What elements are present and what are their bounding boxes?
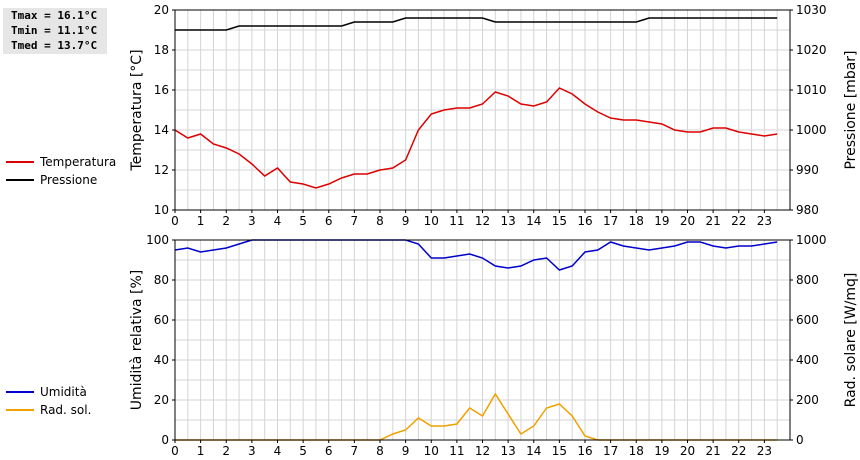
x-tick-label: 7 xyxy=(351,444,359,458)
legend-swatch-pressione xyxy=(6,179,34,181)
x-tick-label: 17 xyxy=(603,214,618,228)
legend-swatch-rad-sol xyxy=(6,409,34,411)
legend-label-umidita: Umidità xyxy=(40,385,87,399)
x-tick-label: 21 xyxy=(705,214,720,228)
y-tick-label-right: 1000 xyxy=(796,123,827,137)
y-tick-label-right: 980 xyxy=(796,203,819,217)
x-tick-label: 7 xyxy=(351,214,359,228)
x-tick-label: 23 xyxy=(757,444,772,458)
x-tick-label: 3 xyxy=(248,214,256,228)
y-tick-label-right: 800 xyxy=(796,273,819,287)
legend-item-umidita: Umidità xyxy=(6,383,87,401)
y-tick-label-right: 1020 xyxy=(796,43,827,57)
x-tick-label: 14 xyxy=(526,444,541,458)
x-tick-label: 2 xyxy=(222,214,230,228)
legend-label-temperatura: Temperatura xyxy=(40,155,117,169)
y-tick-label-left: 20 xyxy=(154,3,169,17)
x-tick-label: 8 xyxy=(376,444,384,458)
x-tick-label: 9 xyxy=(402,214,410,228)
legend-item-temperatura: Temperatura xyxy=(6,153,116,171)
x-tick-label: 13 xyxy=(500,444,515,458)
x-tick-label: 19 xyxy=(654,444,669,458)
x-tick-label: 6 xyxy=(325,444,333,458)
x-tick-label: 3 xyxy=(248,444,256,458)
x-tick-label: 22 xyxy=(731,214,746,228)
x-tick-label: 1 xyxy=(197,444,205,458)
x-tick-label: 9 xyxy=(402,444,410,458)
x-tick-label: 19 xyxy=(654,214,669,228)
y-axis-label-left: Umidità relativa [%] xyxy=(129,270,145,411)
x-tick-label: 1 xyxy=(197,214,205,228)
y-tick-label-left: 16 xyxy=(154,83,169,97)
x-tick-label: 16 xyxy=(577,214,592,228)
stat-tmed: Tmed = 13.7°C xyxy=(11,39,98,52)
x-tick-label: 18 xyxy=(629,214,644,228)
y-tick-label-left: 40 xyxy=(154,353,169,367)
x-tick-label: 17 xyxy=(603,444,618,458)
legend-item-pressione: Pressione xyxy=(6,171,116,189)
x-tick-label: 22 xyxy=(731,444,746,458)
legend-label-rad-sol: Rad. sol. xyxy=(40,403,92,417)
x-tick-label: 10 xyxy=(424,214,439,228)
panel-temperature-pressure: 0 1 2 3 4 5 6 7 8 9 10 11 12 13 14 15 16 17 18 19 20 21 22 2310… xyxy=(129,3,859,228)
x-tick-label: 10 xyxy=(424,444,439,458)
y-axis-label-right: Rad. solare [W/mq] xyxy=(843,273,859,408)
x-tick-label: 11 xyxy=(449,214,464,228)
panel-humidity-radiation: 0 1 2 3 4 5 6 7 8 9 10 11 12 13 14 15 16 17 18 19 20 21 22 2302… xyxy=(129,233,859,458)
y-tick-label-left: 100 xyxy=(146,233,169,247)
x-tick-label: 12 xyxy=(475,214,490,228)
legend-item-rad-sol: Rad. sol. xyxy=(6,401,91,419)
x-tick-label: 4 xyxy=(274,444,282,458)
legend-label-pressione: Pressione xyxy=(40,173,98,187)
stat-tmax: Tmax = 16.1°C xyxy=(11,9,98,22)
y-tick-label-left: 60 xyxy=(154,313,169,327)
y-tick-label-right: 1000 xyxy=(796,233,827,247)
x-tick-label: 20 xyxy=(680,444,695,458)
stats-box: Tmax = 16.1°C Tmin = 11.1°C Tmed = 13.7°… xyxy=(3,8,107,54)
x-tick-label: 16 xyxy=(577,444,592,458)
y-tick-label-left: 80 xyxy=(154,273,169,287)
y-tick-label-left: 12 xyxy=(154,163,169,177)
y-tick-label-right: 0 xyxy=(796,433,804,447)
x-tick-label: 6 xyxy=(325,214,333,228)
x-tick-label: 0 xyxy=(171,444,179,458)
x-tick-label: 12 xyxy=(475,444,490,458)
x-tick-label: 14 xyxy=(526,214,541,228)
y-tick-label-left: 10 xyxy=(154,203,169,217)
x-tick-label: 5 xyxy=(299,444,307,458)
y-tick-label-right: 1030 xyxy=(796,3,827,17)
x-tick-label: 5 xyxy=(299,214,307,228)
x-tick-label: 20 xyxy=(680,214,695,228)
x-tick-label: 8 xyxy=(376,214,384,228)
x-tick-label: 15 xyxy=(552,214,567,228)
x-tick-label: 21 xyxy=(705,444,720,458)
y-tick-label-right: 600 xyxy=(796,313,819,327)
x-tick-label: 13 xyxy=(500,214,515,228)
x-tick-label: 23 xyxy=(757,214,772,228)
y-tick-label-right: 400 xyxy=(796,353,819,367)
y-tick-label-right: 990 xyxy=(796,163,819,177)
x-tick-label: 4 xyxy=(274,214,282,228)
x-tick-label: 15 xyxy=(552,444,567,458)
legend-swatch-temperatura xyxy=(6,161,34,163)
series-line-temperatura xyxy=(174,87,778,189)
stat-tmin: Tmin = 11.1°C xyxy=(11,24,98,37)
legend-swatch-umidita xyxy=(6,391,34,393)
y-axis-label-left: Temperatura [°C] xyxy=(129,49,145,171)
legend-top: Temperatura Pressione xyxy=(6,153,116,189)
y-axis-label-right: Pressione [mbar] xyxy=(843,50,859,169)
x-tick-label: 2 xyxy=(222,444,230,458)
y-tick-label-right: 200 xyxy=(796,393,819,407)
series-line-pressione xyxy=(175,17,778,31)
y-tick-label-left: 0 xyxy=(161,433,169,447)
y-tick-label-left: 14 xyxy=(154,123,169,137)
x-tick-label: 0 xyxy=(171,214,179,228)
y-tick-label-left: 20 xyxy=(154,393,169,407)
x-tick-label: 18 xyxy=(629,444,644,458)
y-tick-label-right: 1010 xyxy=(796,83,827,97)
x-tick-label: 11 xyxy=(449,444,464,458)
y-tick-label-left: 18 xyxy=(154,43,169,57)
